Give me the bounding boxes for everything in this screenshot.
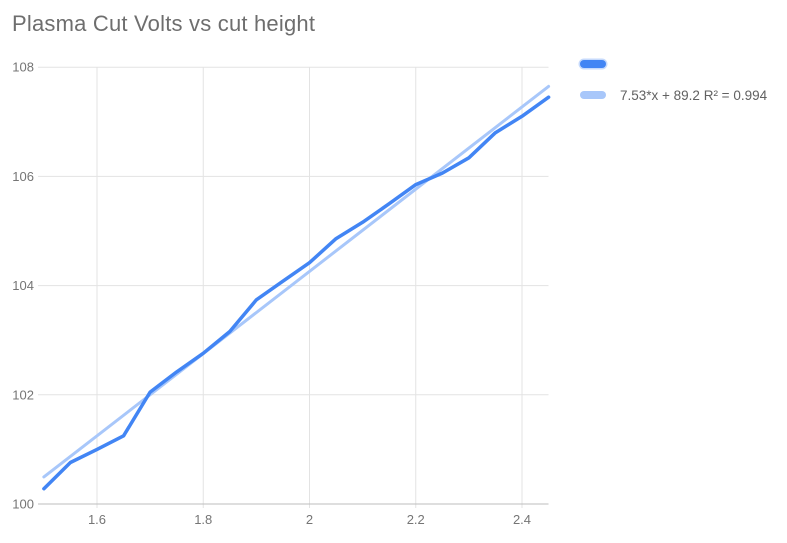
y-tick-label: 100 — [12, 497, 34, 512]
y-tick-label: 104 — [12, 278, 34, 293]
x-tick-label: 2.2 — [407, 512, 425, 527]
legend-entry-series — [580, 55, 767, 73]
trendline-swatch-icon — [580, 91, 606, 99]
x-tick-label: 1.6 — [88, 512, 106, 527]
y-tick-label: 108 — [12, 60, 34, 75]
trendline — [42, 84, 551, 479]
x-tick-label: 2 — [306, 512, 313, 527]
x-tick-label: 1.8 — [194, 512, 212, 527]
chart-title: Plasma Cut Volts vs cut height — [12, 11, 316, 36]
series-swatch-icon — [580, 60, 606, 68]
trendline-legend-label: 7.53*x + 89.2 R² = 0.994 — [620, 87, 768, 103]
y-tick-label: 106 — [12, 169, 34, 184]
legend: 7.53*x + 89.2 R² = 0.994 — [580, 55, 767, 104]
legend-entry-trendline: 7.53*x + 89.2 R² = 0.994 — [580, 86, 767, 104]
series-line — [42, 95, 551, 491]
y-tick-label: 102 — [12, 387, 34, 402]
x-tick-label: 2.4 — [513, 512, 531, 527]
